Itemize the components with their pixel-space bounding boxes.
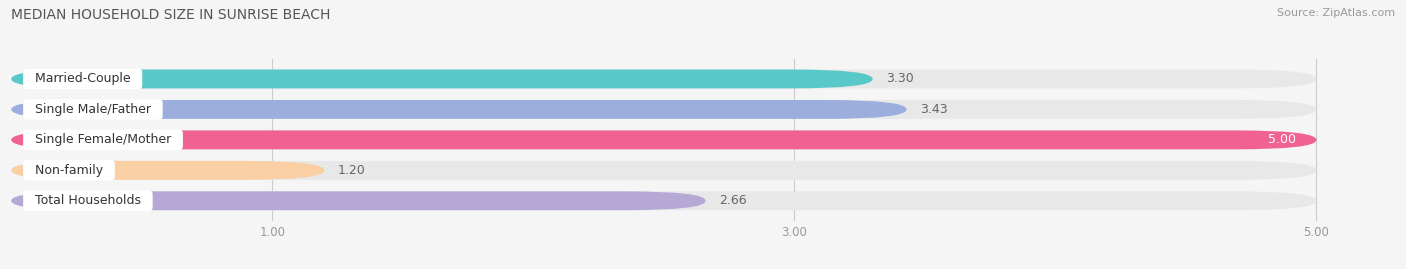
Text: Single Female/Mother: Single Female/Mother bbox=[27, 133, 179, 146]
FancyBboxPatch shape bbox=[11, 69, 873, 89]
Text: Total Households: Total Households bbox=[27, 194, 149, 207]
FancyBboxPatch shape bbox=[11, 100, 907, 119]
FancyBboxPatch shape bbox=[11, 100, 1316, 119]
Text: Non-family: Non-family bbox=[27, 164, 111, 177]
Text: MEDIAN HOUSEHOLD SIZE IN SUNRISE BEACH: MEDIAN HOUSEHOLD SIZE IN SUNRISE BEACH bbox=[11, 8, 330, 22]
FancyBboxPatch shape bbox=[11, 130, 1316, 149]
FancyBboxPatch shape bbox=[11, 191, 1316, 210]
Text: Single Male/Father: Single Male/Father bbox=[27, 103, 159, 116]
Text: 1.20: 1.20 bbox=[337, 164, 366, 177]
FancyBboxPatch shape bbox=[11, 191, 706, 210]
FancyBboxPatch shape bbox=[11, 161, 1316, 180]
Text: 3.43: 3.43 bbox=[920, 103, 948, 116]
FancyBboxPatch shape bbox=[11, 130, 1316, 149]
Text: 3.30: 3.30 bbox=[886, 72, 914, 86]
FancyBboxPatch shape bbox=[11, 69, 1316, 89]
FancyBboxPatch shape bbox=[11, 161, 325, 180]
Text: 2.66: 2.66 bbox=[718, 194, 747, 207]
Text: Married-Couple: Married-Couple bbox=[27, 72, 139, 86]
Text: 5.00: 5.00 bbox=[1268, 133, 1295, 146]
Text: Source: ZipAtlas.com: Source: ZipAtlas.com bbox=[1277, 8, 1395, 18]
